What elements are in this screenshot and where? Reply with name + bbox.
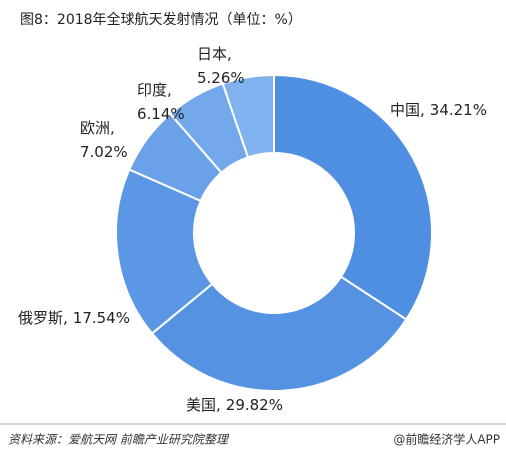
category-label: 美国,: [186, 396, 221, 414]
data-label: 中国, 34.21%: [390, 101, 487, 119]
footer: @前瞻经济学人APP: [393, 432, 500, 447]
source: 资料来源：爱航天网 前瞻产业研究院整理: [8, 433, 230, 447]
slice: [115, 168, 214, 335]
slice: [221, 73, 275, 159]
category-label: 中国,: [390, 101, 425, 119]
value-label: 29.82%: [226, 396, 283, 414]
data-label: 印度, 6.14%: [137, 81, 185, 123]
value-label: 5.26%: [197, 69, 245, 87]
data-label: 俄罗斯, 17.54%: [18, 309, 130, 327]
data-label: 美国, 29.82%: [186, 396, 283, 414]
data-label: 欧洲, 7.02%: [80, 119, 128, 161]
chart-title: 图8：2018年全球航天发射情况（单位：%）: [20, 11, 302, 28]
value-label: 7.02%: [80, 143, 128, 161]
slice: [150, 275, 408, 392]
category-label: 印度,: [137, 81, 172, 99]
value-label: 6.14%: [137, 105, 185, 123]
value-label: 34.21%: [430, 101, 487, 119]
data-label: 日本, 5.26%: [197, 45, 245, 87]
category-label: 欧洲,: [80, 119, 115, 137]
category-label: 俄罗斯,: [18, 309, 68, 327]
category-label: 日本,: [197, 45, 232, 63]
value-label: 17.54%: [73, 309, 130, 327]
slice: [273, 73, 433, 321]
